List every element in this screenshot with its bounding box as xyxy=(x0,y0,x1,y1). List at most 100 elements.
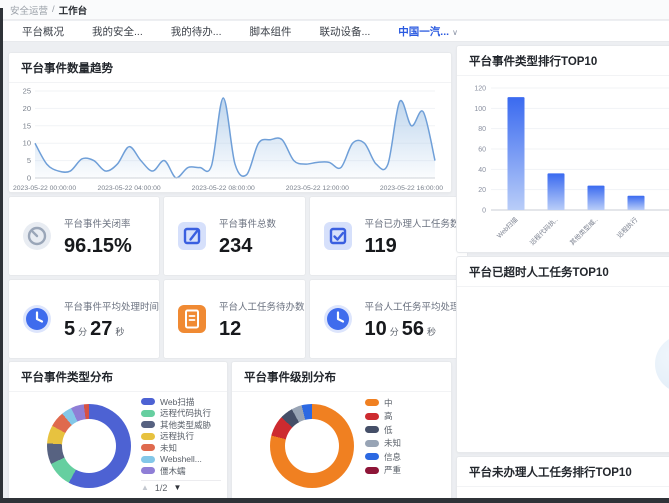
legend-swatch xyxy=(365,439,379,447)
tab-4[interactable]: 联动设备... xyxy=(319,25,371,38)
orange-doc-icon xyxy=(177,304,207,334)
legend-label: Webshell... xyxy=(160,454,202,465)
event-type-rank-panel: 平台事件类型排行TOP10 0 20 40 60 80 100 120 Web扫描 远程代码执.… xyxy=(456,45,669,253)
stat-card-4: 平台人工任务待办数 12 xyxy=(163,279,306,359)
legend-label: 远程代码执行 xyxy=(160,408,212,419)
legend-label: 高 xyxy=(384,411,393,422)
legend-item-3[interactable]: 未知 xyxy=(365,437,445,451)
svg-text:远程代码执..: 远程代码执.. xyxy=(528,215,560,247)
tab-0[interactable]: 平台概况 xyxy=(22,25,64,38)
stat-value: 10 分 56 秒 xyxy=(364,318,437,340)
legend-label: 远程执行 xyxy=(160,431,195,442)
stat-label: 平台事件总数 xyxy=(219,219,277,230)
stat-label: 平台事件关闭率 xyxy=(64,219,131,230)
stat-label: 平台已办理人工任务数 xyxy=(364,219,460,230)
breadcrumb-parent[interactable]: 安全运营 xyxy=(10,5,49,17)
legend-item-1[interactable]: 远程代码执行 xyxy=(141,408,221,420)
stat-card-1: 平台事件总数 234 xyxy=(163,196,306,276)
legend-item-4[interactable]: 未知 xyxy=(141,442,221,454)
event-type-donut-chart xyxy=(47,404,131,488)
overdue-tasks-title: 平台已超时人工任务TOP10 xyxy=(457,257,669,287)
event-type-distribution-panel: 平台事件类型分布 Web扫描 远程代码执行 其他类型威胁 远程执行 未知 Webshell… xyxy=(8,361,228,503)
legend-swatch xyxy=(141,421,155,429)
stat-label: 平台人工任务平均处理... xyxy=(364,302,468,313)
legend-label: Web扫描 xyxy=(160,396,195,407)
svg-text:40: 40 xyxy=(478,167,486,174)
breadcrumb-current: 工作台 xyxy=(58,5,88,17)
legend-item-2[interactable]: 低 xyxy=(365,423,445,437)
legend-item-6[interactable]: 僵木蠕 xyxy=(141,465,221,477)
svg-text:远程执行: 远程执行 xyxy=(615,215,640,240)
tab-2[interactable]: 我的待办... xyxy=(170,25,222,38)
legend-item-1[interactable]: 高 xyxy=(365,410,445,424)
legend-label: 中 xyxy=(384,397,393,408)
stat-value: 5 分 27 秒 xyxy=(64,318,125,340)
tab-1[interactable]: 我的安全... xyxy=(92,25,143,38)
tab-bar: 平台概况 我的安全... 我的待办... 脚本组件 联动设备... 中国一汽... ∨ xyxy=(0,21,669,42)
event-level-donut-wrap: 中高低未知 信息 严重 xyxy=(232,392,451,503)
legend-label: 未知 xyxy=(384,438,402,449)
pending-tasks-title: 平台未办理人工任务排行TOP10 xyxy=(457,457,669,487)
event-type-rank-bar-chart: 0 20 40 60 80 100 120 Web扫描 远程代码执.. 其他类型威.. 远程执行 xyxy=(474,86,669,247)
legend-item-5[interactable]: Webshell... xyxy=(141,454,221,466)
legend-label: 僵木蠕 xyxy=(160,465,186,476)
stat-card-3: 平台事件平均处理时间 5 分 27 秒 xyxy=(8,279,161,359)
legend-label: 低 xyxy=(384,424,393,435)
svg-text:25: 25 xyxy=(23,87,31,96)
legend-label: 其他类型威胁 xyxy=(160,419,212,430)
event-type-legend: Web扫描 远程代码执行 其他类型威胁 远程执行 未知 Webshell... 僵木蠕 ▲ 1/… xyxy=(141,396,221,493)
stat-value: 96.15% xyxy=(64,235,132,257)
legend-item-4[interactable]: 信息 xyxy=(365,450,445,464)
breadcrumb-separator: / xyxy=(52,4,55,15)
legend-swatch xyxy=(141,409,155,417)
legend-item-2[interactable]: 其他类型威胁 xyxy=(141,419,221,431)
svg-text:2023-05-22 08:00:00: 2023-05-22 08:00:00 xyxy=(192,185,255,192)
legend-page-indicator: 1/2 xyxy=(154,482,168,493)
event-trend-area-chart: 0 5 10 15 20 25 2023-05-22 00:00:00 2023-05-22 … xyxy=(13,87,443,193)
legend-label: 未知 xyxy=(160,442,178,453)
tab-5[interactable]: 中国一汽... ∨ xyxy=(398,25,458,38)
stat-label: 平台人工任务待办数 xyxy=(219,302,305,313)
legend-item-0[interactable]: 中 xyxy=(365,396,445,410)
svg-text:80: 80 xyxy=(478,126,486,133)
edit-doc-icon xyxy=(177,221,207,251)
window-edge-bottom xyxy=(0,498,669,503)
breadcrumb: 安全运营 / 工作台 xyxy=(0,0,669,20)
legend-swatch xyxy=(141,432,155,440)
stat-card-0: 平台事件关闭率 96.15% xyxy=(8,196,161,276)
svg-text:0: 0 xyxy=(482,208,486,215)
legend-swatch xyxy=(141,398,155,406)
svg-text:其他类型威..: 其他类型威.. xyxy=(568,215,600,247)
window-edge-left xyxy=(0,8,3,503)
legend-item-0[interactable]: Web扫描 xyxy=(141,396,221,408)
svg-text:2023-05-22 12:00:00: 2023-05-22 12:00:00 xyxy=(286,185,349,192)
chevron-down-icon: ∨ xyxy=(452,27,458,37)
event-level-distribution-panel: 平台事件级别分布 中高低未知 信息 严重 xyxy=(231,361,452,503)
svg-text:20: 20 xyxy=(478,187,486,194)
event-level-legend: 中高低未知 信息 严重 xyxy=(365,396,445,477)
legend-swatch xyxy=(365,399,379,407)
legend-item-3[interactable]: 远程执行 xyxy=(141,431,221,443)
legend-page-up-icon[interactable]: ▲ xyxy=(141,483,149,492)
legend-item-5[interactable]: 严重 xyxy=(365,464,445,478)
legend-swatch xyxy=(141,455,155,463)
stat-value: 119 xyxy=(364,235,397,257)
legend-pager: ▲ 1/2 ▼ xyxy=(141,479,221,493)
stats-grid: 平台事件关闭率 96.15% 平台事件总数 234 平台已办理人工任务数 119 平台事件平… xyxy=(8,196,469,359)
pending-tasks-panel: 平台未办理人工任务排行TOP10 xyxy=(456,456,669,503)
stat-card-2: 平台已办理人工任务数 119 xyxy=(308,196,469,276)
legend-swatch xyxy=(365,466,379,474)
gauge-icon xyxy=(22,221,52,251)
stat-label: 平台事件平均处理时间 xyxy=(64,302,160,313)
svg-text:10: 10 xyxy=(23,139,31,148)
stat-value: 12 xyxy=(219,318,242,340)
event-level-donut-chart xyxy=(270,404,354,488)
event-level-distribution-title: 平台事件级别分布 xyxy=(232,362,451,392)
legend-swatch xyxy=(141,444,155,452)
legend-swatch xyxy=(141,467,155,475)
svg-text:15: 15 xyxy=(23,121,31,130)
legend-page-down-icon[interactable]: ▼ xyxy=(173,483,182,492)
tab-3[interactable]: 脚本组件 xyxy=(249,25,292,38)
clock-icon xyxy=(323,304,353,334)
